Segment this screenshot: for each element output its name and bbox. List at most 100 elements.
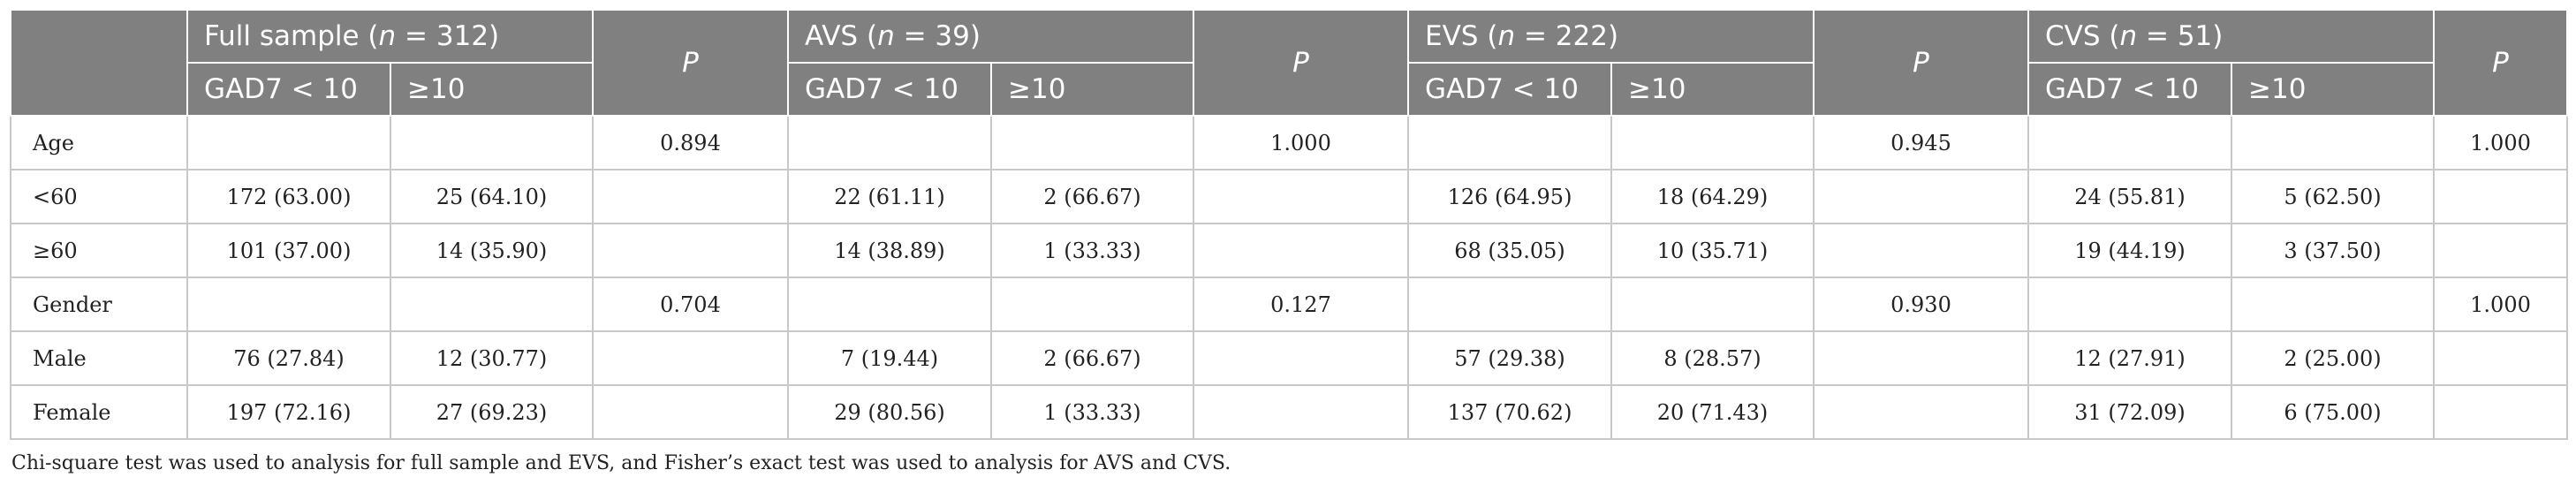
table-cell: 1.000 [1193, 115, 1409, 170]
group-header-cvs: CVS (n = 51) [2027, 9, 2436, 64]
table-cell [990, 277, 1194, 332]
table-cell [1193, 169, 1409, 224]
row-label: Gender [10, 277, 188, 332]
table-header: Full sample (n = 312) P AVS (n = 39) P E… [10, 9, 2569, 117]
subheader-gad7-high: ≥10 [1610, 62, 1815, 117]
table-cell [1813, 169, 2029, 224]
table-cell [1407, 277, 1612, 332]
subheader-gad7-high: ≥10 [990, 62, 1194, 117]
table-cell [2027, 277, 2232, 332]
table-cell: 137 (70.62) [1407, 384, 1612, 440]
row-label: Age [10, 115, 188, 170]
table-cell: 31 (72.09) [2027, 384, 2232, 440]
table-cell: 7 (19.44) [787, 330, 992, 386]
table-cell [592, 384, 789, 440]
table-cell: 14 (35.90) [390, 223, 594, 278]
table-cell [1610, 115, 1815, 170]
header-row-subgroups: GAD7 < 10 ≥10 GAD7 < 10 ≥10 GAD7 < 10 ≥1… [11, 62, 2567, 117]
table-cell: 2 (66.67) [990, 169, 1194, 224]
table-cell: 5 (62.50) [2230, 169, 2436, 224]
table-cell [2433, 330, 2569, 386]
table-cell [787, 277, 992, 332]
table-cell [990, 115, 1194, 170]
table-cell: 197 (72.16) [186, 384, 391, 440]
table-cell: 6 (75.00) [2230, 384, 2436, 440]
table-cell: 0.894 [592, 115, 789, 170]
table-cell [1407, 115, 1612, 170]
table-footnote: Chi-square test was used to analysis for… [11, 452, 1231, 474]
table-cell [592, 169, 789, 224]
row-label: Male [10, 330, 188, 386]
table-cell: 1 (33.33) [990, 223, 1194, 278]
table-cell: 20 (71.43) [1610, 384, 1815, 440]
row-label: Female [10, 384, 188, 440]
table-cell: 10 (35.71) [1610, 223, 1815, 278]
table-cell [1610, 277, 1815, 332]
table-cell [186, 115, 391, 170]
table-cell [2433, 223, 2569, 278]
table-row: ≥60 101 (37.00) 14 (35.90) 14 (38.89) 1 … [10, 223, 2569, 278]
table-cell [2027, 115, 2232, 170]
table-row: Female 197 (72.16) 27 (69.23) 29 (80.56)… [10, 384, 2569, 440]
results-table-container: Full sample (n = 312) P AVS (n = 39) P E… [10, 9, 2569, 474]
header-row-groups: Full sample (n = 312) P AVS (n = 39) P E… [10, 9, 2569, 117]
header-corner-cell [10, 9, 188, 117]
table-cell: 25 (64.10) [390, 169, 594, 224]
table-row: Male 76 (27.84) 12 (30.77) 7 (19.44) 2 (… [10, 330, 2569, 386]
table-cell: 18 (64.29) [1610, 169, 1815, 224]
subheader-gad7-low: GAD7 < 10 [186, 62, 391, 117]
table-cell: 0.127 [1193, 277, 1409, 332]
table-cell [1813, 223, 2029, 278]
table-cell: 19 (44.19) [2027, 223, 2232, 278]
row-label: ≥60 [10, 223, 188, 278]
table-cell: 2 (66.67) [990, 330, 1194, 386]
subheader-gad7-high: ≥10 [390, 62, 594, 117]
table-cell: 57 (29.38) [1407, 330, 1612, 386]
table-cell: 8 (28.57) [1610, 330, 1815, 386]
table-cell: 172 (63.00) [186, 169, 391, 224]
table-row: <60 172 (63.00) 25 (64.10) 22 (61.11) 2 … [10, 169, 2569, 224]
table-cell: 24 (55.81) [2027, 169, 2232, 224]
table-cell [2433, 169, 2569, 224]
table-body: Age 0.894 1.000 0.945 1.000 <60 172 (63.… [10, 115, 2569, 440]
table-cell [787, 115, 992, 170]
table-cell [592, 330, 789, 386]
row-label: <60 [10, 169, 188, 224]
p-header-avs: P [1193, 9, 1409, 117]
table-cell [2230, 277, 2436, 332]
subheader-gad7-low: GAD7 < 10 [2027, 62, 2232, 117]
group-header-full-sample: Full sample (n = 312) [186, 9, 594, 64]
table-cell: 0.704 [592, 277, 789, 332]
table-cell: 0.945 [1813, 115, 2029, 170]
table-cell: 12 (27.91) [2027, 330, 2232, 386]
table-row: Age 0.894 1.000 0.945 1.000 [10, 115, 2569, 170]
table-cell [1193, 223, 1409, 278]
table-cell [390, 115, 594, 170]
table-cell: 29 (80.56) [787, 384, 992, 440]
table-cell: 1.000 [2433, 277, 2569, 332]
table-cell: 12 (30.77) [390, 330, 594, 386]
table-cell [592, 223, 789, 278]
table-cell: 0.930 [1813, 277, 2029, 332]
table-cell [2433, 384, 2569, 440]
table-cell: 2 (25.00) [2230, 330, 2436, 386]
group-header-evs: EVS (n = 222) [1407, 9, 1815, 64]
table-row: Gender 0.704 0.127 0.930 1.000 [10, 277, 2569, 332]
p-header-full-sample: P [592, 9, 789, 117]
table-cell [1813, 384, 2029, 440]
table-cell: 3 (37.50) [2230, 223, 2436, 278]
p-header-evs: P [1813, 9, 2029, 117]
table-cell: 76 (27.84) [186, 330, 391, 386]
table-cell: 68 (35.05) [1407, 223, 1612, 278]
subheader-gad7-low: GAD7 < 10 [1407, 62, 1612, 117]
group-header-avs: AVS (n = 39) [787, 9, 1194, 64]
p-header-cvs: P [2433, 9, 2569, 117]
table-cell: 101 (37.00) [186, 223, 391, 278]
results-table: Full sample (n = 312) P AVS (n = 39) P E… [10, 9, 2569, 440]
table-cell: 27 (69.23) [390, 384, 594, 440]
table-cell [1813, 330, 2029, 386]
table-cell [1193, 384, 1409, 440]
table-cell: 126 (64.95) [1407, 169, 1612, 224]
table-cell: 22 (61.11) [787, 169, 992, 224]
table-cell [2230, 115, 2436, 170]
